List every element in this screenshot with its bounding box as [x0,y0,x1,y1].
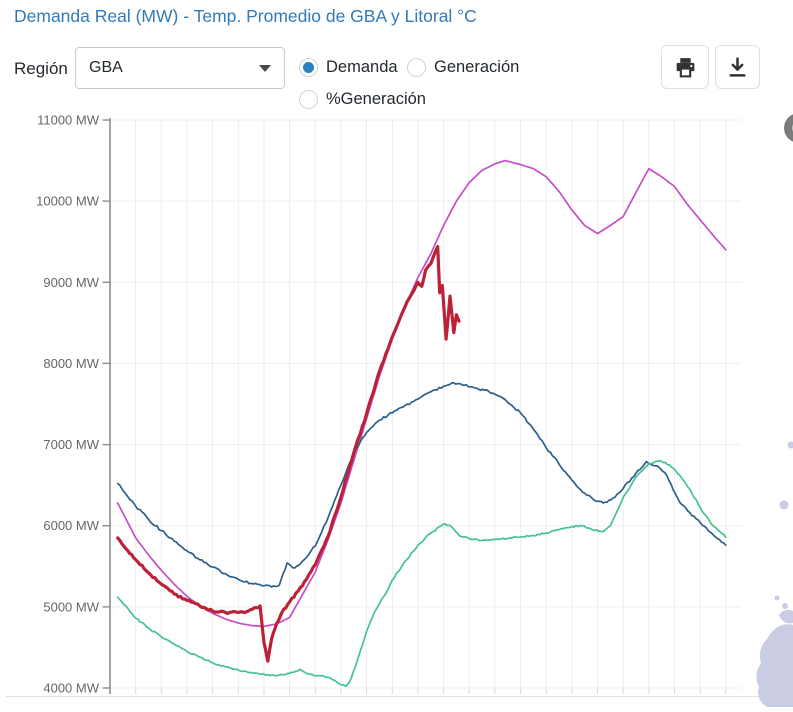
region-select-value: GBA [89,59,123,77]
svg-text:7000 MW: 7000 MW [43,437,99,452]
download-icon [725,55,750,80]
radio-circle-demanda[interactable] [299,58,318,77]
radio-label-demanda: Demanda [326,58,398,77]
print-button[interactable] [661,45,709,89]
svg-text:6000 MW: 6000 MW [43,518,99,533]
chart-canvas: 11000 MW 10000 MW 9000 MW 8000 MW 7000 MW 600… [0,100,793,707]
radio-demanda[interactable]: Demanda [299,58,398,77]
chevron-down-icon [259,65,271,72]
radio-label-generacion: Generación [434,58,519,77]
download-button[interactable] [715,45,760,89]
region-select[interactable]: GBA [75,47,285,89]
printer-icon [673,55,698,80]
radio-generacion[interactable]: Generación [407,58,519,77]
svg-text:5000 MW: 5000 MW [43,599,99,614]
svg-text:11000 MW: 11000 MW [37,113,100,128]
series-red_thick [118,247,459,662]
series-dark_blue [118,383,726,587]
gridlines [6,120,787,697]
svg-text:10000 MW: 10000 MW [36,194,100,209]
region-label: Región [14,59,68,79]
page-title: Demanda Real (MW) - Temp. Promedio de GB… [14,6,477,27]
svg-text:9000 MW: 9000 MW [43,275,99,290]
y-axis: 11000 MW 10000 MW 9000 MW 8000 MW 7000 MW 600… [36,113,110,696]
svg-text:8000 MW: 8000 MW [43,356,99,371]
series-magenta [118,161,726,627]
series-green [118,461,726,687]
svg-text:4000 MW: 4000 MW [43,681,99,696]
demand-line-chart: 11000 MW 10000 MW 9000 MW 8000 MW 7000 MW 600… [0,100,793,707]
radio-circle-generacion[interactable] [407,58,426,77]
